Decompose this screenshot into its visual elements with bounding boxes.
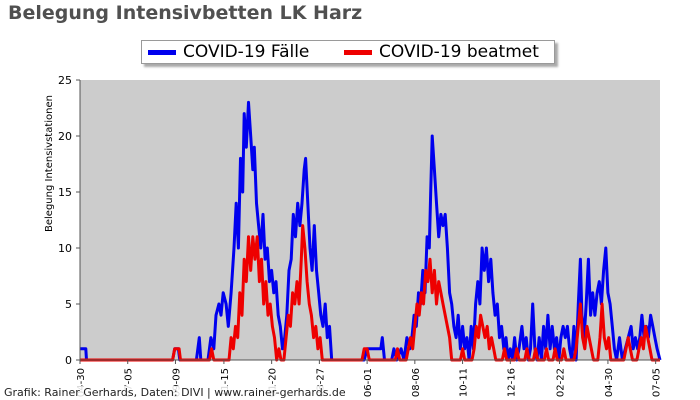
- axis-layer: [79, 80, 660, 361]
- y-axis-label: Belegung Intensivstationen: [44, 95, 55, 232]
- x-tick-label: 12-16: [506, 368, 517, 397]
- x-tick-label: 06-01: [363, 368, 374, 397]
- chart-title: Belegung Intensivbetten LK Harz: [8, 2, 363, 24]
- series-layer: [80, 100, 662, 362]
- x-tick-label: 11-15: [220, 368, 231, 397]
- y-tick-label: 25: [58, 74, 72, 87]
- legend-label-beatmet: COVID-19 beatmet: [379, 42, 539, 62]
- x-tick-label: 10-11: [459, 368, 470, 397]
- y-tick-label: 20: [58, 130, 72, 143]
- x-tick-label: 04-30: [604, 368, 615, 397]
- y-tick-label: 0: [65, 354, 72, 367]
- x-ticks: 04-30 07-05 09-09 11-15 01-20 03-27 06-01 08-06…: [76, 360, 700, 397]
- x-tick-label: 04-30: [76, 368, 87, 397]
- x-tick-label: 01-20: [268, 368, 279, 397]
- x-tick-label: 02-22: [556, 368, 567, 397]
- x-tick-label: 07-05: [652, 368, 663, 397]
- x-tick-label: 09-09: [172, 368, 183, 397]
- x-tick-label: 03-27: [315, 368, 326, 397]
- y-tick-label: 15: [58, 186, 72, 199]
- legend: COVID-19 Fälle COVID-19 beatmet: [141, 40, 555, 64]
- series-line-beatmet: [80, 224, 660, 362]
- y-tick-label: 5: [65, 298, 72, 311]
- x-tick-label: 08-06: [411, 368, 422, 397]
- legend-entry-beatmet: COVID-19 beatmet: [344, 41, 539, 63]
- y-tick-label: 10: [58, 242, 72, 255]
- legend-label-faelle: COVID-19 Fälle: [183, 42, 310, 62]
- plot-background: [80, 80, 660, 360]
- legend-swatch-beatmet: [344, 49, 372, 55]
- y-ticks: 0 5 10 15 20 25: [58, 74, 80, 367]
- series-line-faelle: [80, 100, 662, 362]
- source-credit: Grafik: Rainer Gerhards, Daten: DIVI | w…: [4, 386, 346, 399]
- legend-swatch-faelle: [148, 49, 176, 55]
- legend-entry-faelle: COVID-19 Fälle: [148, 41, 309, 63]
- x-tick-label: 07-05: [124, 368, 135, 397]
